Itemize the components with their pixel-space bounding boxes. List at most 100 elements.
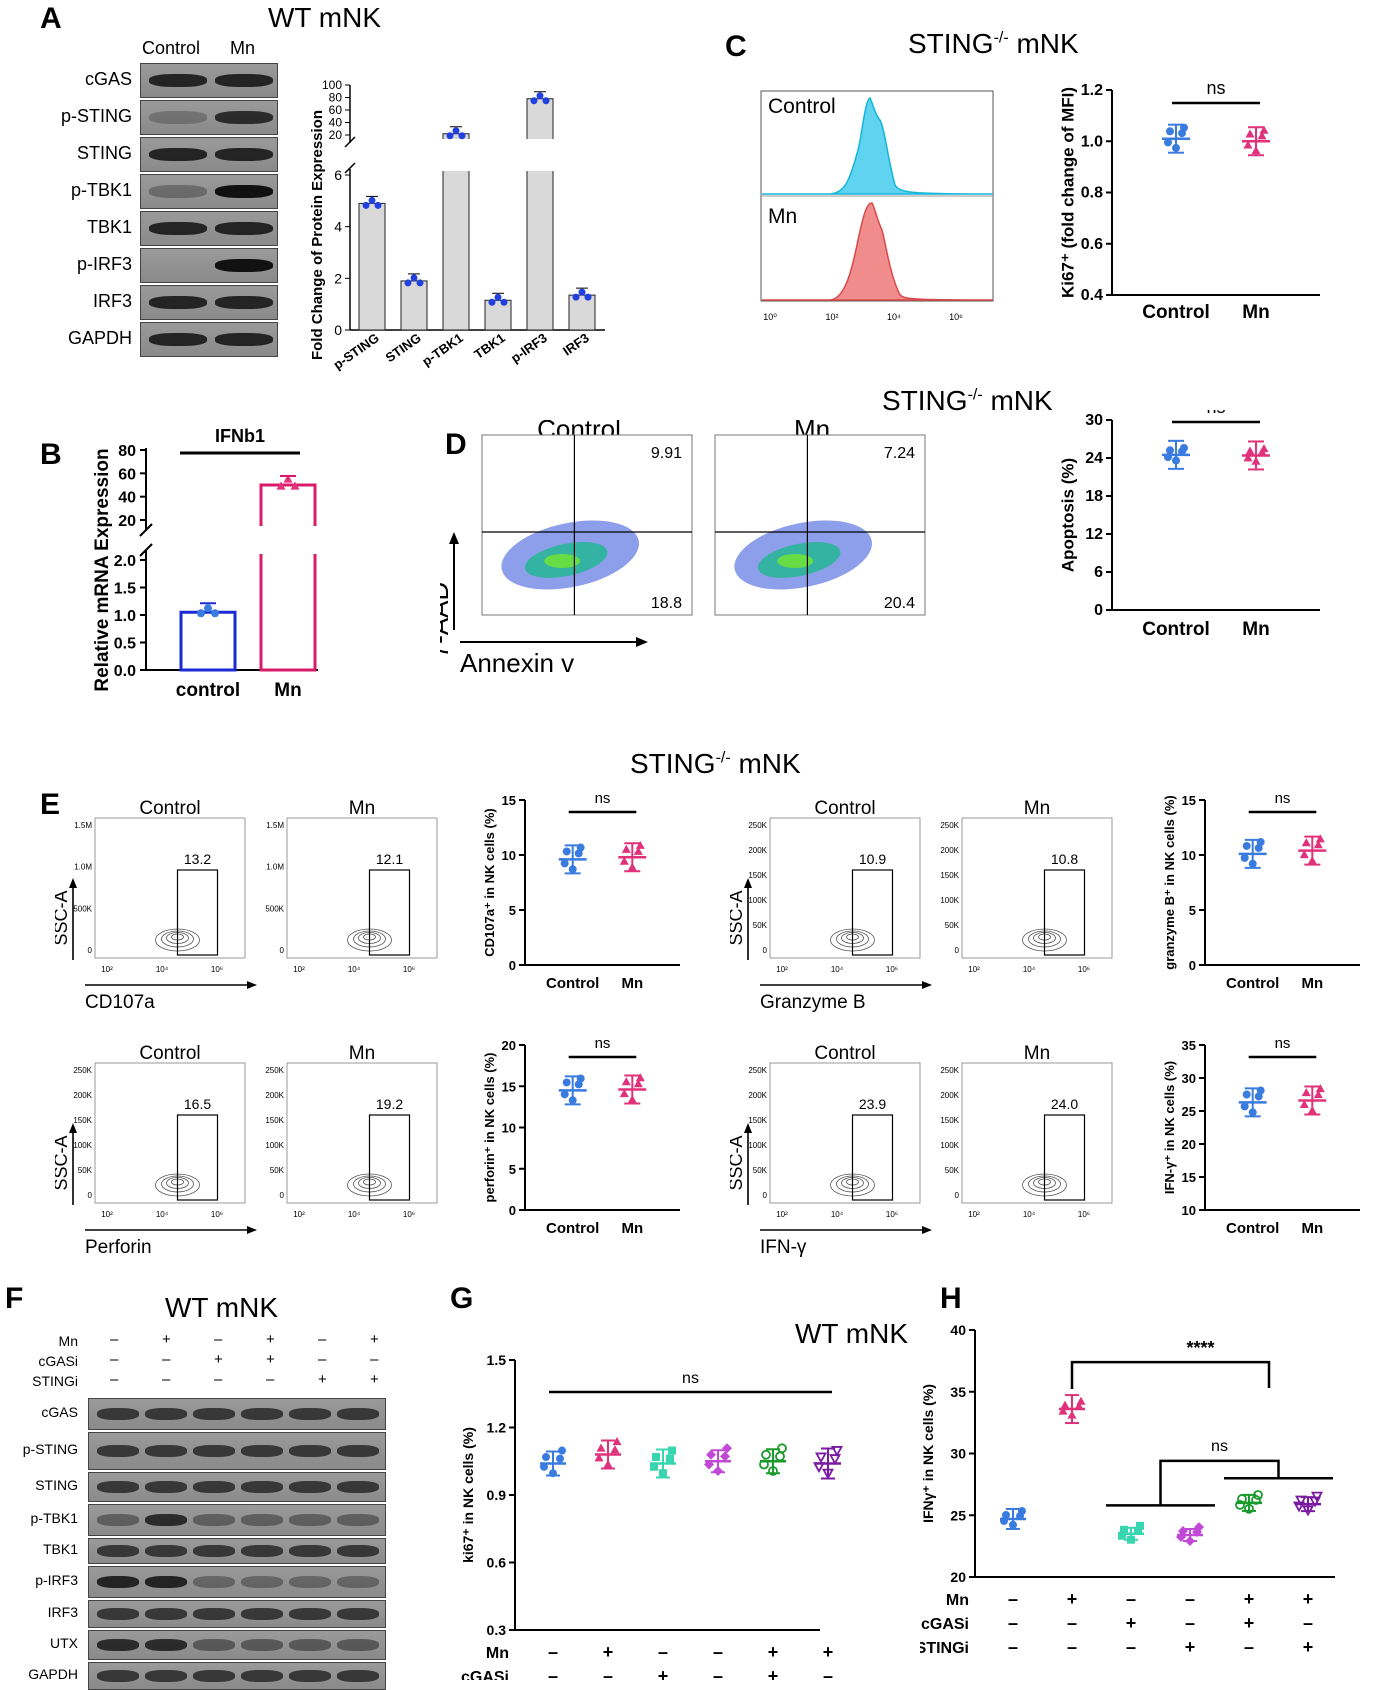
gate-box bbox=[368, 1114, 411, 1201]
x-tick-label: 10⁴ bbox=[1023, 1210, 1036, 1219]
blot-band bbox=[289, 1481, 331, 1493]
flow-plot-title: Mn bbox=[1024, 800, 1050, 819]
x-tick-label: control bbox=[176, 680, 240, 701]
treatment-mark: + bbox=[658, 1666, 669, 1680]
flow-plot-title: Mn bbox=[349, 800, 375, 819]
y-tick-label: 30 bbox=[950, 1446, 966, 1462]
treatment-mark: – bbox=[658, 1642, 668, 1662]
y-tick-label: 10 bbox=[502, 1121, 516, 1136]
y-tick-label: 0.4 bbox=[1081, 287, 1103, 304]
blot-label-irf3: IRF3 bbox=[92, 291, 132, 311]
y-tick-label: 200K bbox=[940, 846, 959, 855]
panel-f-title: WT mNK bbox=[165, 1292, 279, 1323]
blot-band bbox=[149, 111, 207, 124]
quadrant-value-upper-right: 7.24 bbox=[884, 445, 915, 462]
blot-band bbox=[97, 1514, 139, 1526]
y-tick-label: 0 bbox=[763, 1191, 768, 1200]
flow-plot-frame bbox=[94, 817, 246, 959]
blot-strip bbox=[88, 1566, 386, 1598]
blot-band bbox=[193, 1639, 235, 1651]
x-axis-title: Granzyme B bbox=[760, 992, 866, 1013]
treatment-mark: + bbox=[1303, 1637, 1314, 1657]
gate-value: 10.9 bbox=[859, 851, 886, 867]
y-tick-label: 0.5 bbox=[114, 636, 136, 653]
blot-band bbox=[97, 1608, 139, 1620]
blot-band bbox=[289, 1608, 331, 1620]
data-point bbox=[494, 293, 502, 301]
data-point bbox=[368, 196, 376, 204]
blot-band bbox=[145, 1408, 187, 1420]
data-point bbox=[1240, 853, 1249, 862]
significance-label: ns bbox=[1206, 80, 1225, 98]
panel-g-letter: G bbox=[450, 1282, 474, 1315]
lane-label-mn: Mn bbox=[230, 38, 256, 58]
y-tick-label: 30 bbox=[1182, 1071, 1196, 1086]
data-point bbox=[1164, 138, 1172, 147]
blot-label-sting: STING bbox=[76, 143, 132, 163]
treatment-mark: + bbox=[823, 1642, 834, 1662]
blot-strip bbox=[140, 174, 278, 209]
significance-label: ns bbox=[1275, 790, 1291, 807]
data-point bbox=[1299, 850, 1309, 859]
blot-band bbox=[145, 1514, 187, 1526]
data-point bbox=[1240, 1102, 1249, 1111]
flow-plot-title: Control bbox=[814, 800, 875, 819]
data-point bbox=[584, 293, 592, 301]
significance-label: ns bbox=[1275, 1035, 1291, 1052]
flow-plot-frame bbox=[769, 817, 921, 959]
y-tick-label: 250K bbox=[940, 821, 959, 830]
y-tick-label: 0 bbox=[509, 1203, 516, 1218]
x-tick-label: 10⁶ bbox=[403, 1210, 415, 1219]
treatment-label-cgasi: cGASi bbox=[38, 1353, 78, 1369]
blot-band bbox=[215, 222, 273, 235]
x-tick-label: Mn bbox=[1242, 619, 1269, 640]
y-tick-label: 5 bbox=[509, 1162, 516, 1177]
y-tick-label: 30 bbox=[1085, 412, 1103, 429]
blot-band bbox=[337, 1408, 379, 1420]
x-tick-label: 10⁶ bbox=[886, 1210, 898, 1219]
blot-band bbox=[145, 1481, 187, 1493]
flow-plot-title: Control bbox=[139, 1045, 200, 1064]
y-tick-label: 50K bbox=[945, 921, 960, 930]
blot-label-gapdh: GAPDH bbox=[67, 328, 132, 348]
y-axis-arrowhead bbox=[69, 878, 77, 888]
data-point bbox=[594, 1453, 604, 1462]
blot-strip bbox=[88, 1630, 386, 1660]
blot-label-tbk1: TBK1 bbox=[42, 1541, 78, 1557]
y-tick-label: 80 bbox=[329, 91, 343, 105]
blot-band bbox=[289, 1639, 331, 1651]
data-point bbox=[1315, 834, 1325, 843]
blot-band bbox=[193, 1608, 235, 1620]
blot-label-p-sting: p-STING bbox=[22, 1441, 78, 1457]
blot-band bbox=[145, 1608, 187, 1620]
data-point bbox=[562, 1078, 571, 1087]
data-point bbox=[1166, 446, 1174, 455]
data-point bbox=[458, 132, 466, 140]
y-tick-label: 0.3 bbox=[487, 1622, 507, 1638]
bar bbox=[259, 483, 317, 672]
perforin-dot-plot: 0 5 10 15 20 perforin⁺ in NK cells (%) Control… bbox=[482, 1035, 680, 1237]
y-tick-label: 200K bbox=[265, 1091, 284, 1100]
blot-band bbox=[193, 1408, 235, 1420]
treatment-mark: + bbox=[603, 1642, 614, 1662]
flow-plot-frame bbox=[286, 1062, 438, 1204]
panel-g-dot-plot: 0.3 0.6 0.9 1.2 1.5 ki67⁺ in NK cells (%) Mn – +… bbox=[460, 1352, 844, 1680]
flow-plot-frame bbox=[94, 1062, 246, 1204]
gate-value: 13.2 bbox=[184, 851, 211, 867]
x-tick-label: 10² bbox=[968, 965, 980, 974]
blot-label-p-tbk1: p-TBK1 bbox=[70, 180, 132, 200]
treatment-mark: – bbox=[110, 1351, 119, 1368]
panel-h-letter: H bbox=[940, 1282, 962, 1315]
y-axis-title: SSC-A bbox=[55, 1135, 71, 1190]
y-tick-label: 20 bbox=[1182, 1137, 1196, 1152]
data-point bbox=[1292, 1501, 1306, 1513]
blot-band bbox=[97, 1545, 139, 1557]
blot-band bbox=[145, 1670, 187, 1682]
y-tick-label: 0 bbox=[509, 958, 516, 973]
x-axis-title: IFN-γ bbox=[760, 1237, 807, 1258]
y-tick-label: 40 bbox=[118, 490, 136, 507]
blot-strip bbox=[88, 1432, 386, 1470]
significance-label: ns bbox=[595, 790, 611, 807]
y-axis-title: Ki67⁺ (fold change of MFI) bbox=[1059, 87, 1078, 298]
